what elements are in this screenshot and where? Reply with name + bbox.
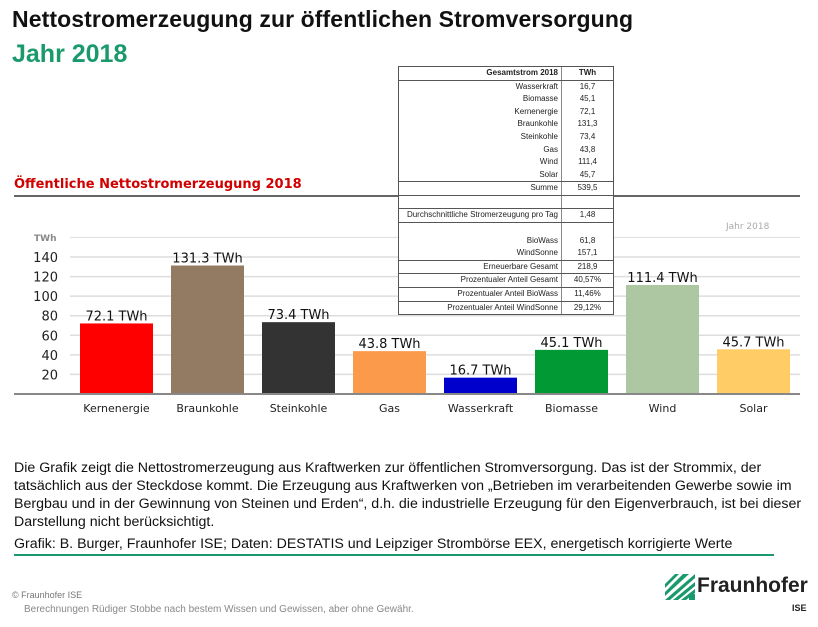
row-value: 72,1 [579, 106, 596, 116]
table-row: Prozentualer Anteil WindSonne 29,12% [399, 301, 613, 316]
description: Die Grafik zeigt die Nettostromerzeugung… [14, 460, 802, 530]
row-value: TWh [578, 68, 597, 77]
table-row: Durchschnittliche Stromerzeugung pro Tag… [399, 208, 613, 223]
bar-braunkohle [171, 265, 244, 394]
disclaimer: Berechnungen Rüdiger Stobbe nach bestem … [24, 604, 414, 615]
row-label: Steinkohle [399, 130, 562, 144]
bar-biomasse [535, 349, 608, 394]
row-value: 29,12% [573, 302, 602, 312]
y-axis-label: TWh [34, 234, 56, 244]
y-tick-label: 40 [41, 349, 58, 364]
table-row: Wasserkraft 16,7 [399, 80, 613, 94]
row-value: 131,3 [577, 119, 598, 129]
y-tick-label: 20 [41, 368, 58, 383]
y-tick-label: 100 [33, 290, 58, 305]
row-value: 61,8 [579, 235, 596, 245]
data-label: 43.8 TWh [358, 337, 420, 352]
table-row: BioWass 61,8 [399, 234, 613, 248]
row-label: Gas [399, 143, 562, 157]
row-label: Kernenergie [399, 105, 562, 119]
x-tick-label: Kernenergie [83, 402, 150, 415]
bar-wasserkraft [444, 377, 517, 394]
row-value: 16,7 [579, 81, 596, 91]
copyright: © Fraunhofer ISE [12, 590, 83, 600]
table-row: Steinkohle 73,4 [399, 130, 613, 144]
table-row: Erneuerbare Gesamt 218,9 [399, 260, 613, 275]
row-value: 45,1 [579, 94, 596, 104]
fraunhofer-logo-icon [665, 574, 695, 600]
bar-solar [717, 349, 790, 394]
bar-wind [626, 284, 699, 394]
row-value: 1,48 [579, 209, 596, 219]
table-row: Gesamtstrom 2018 TWh [399, 67, 613, 81]
table-row: Prozentualer Anteil BioWass 11,46% [399, 287, 613, 302]
row-label: Durchschnittliche Stromerzeugung pro Tag [399, 208, 562, 222]
row-label: Wind [399, 156, 562, 169]
x-tick-label: Braunkohle [176, 402, 238, 415]
row-label: BioWass [399, 234, 562, 248]
row-label: Summe [399, 182, 562, 195]
data-label: 72.1 TWh [85, 309, 147, 324]
row-value: 43,8 [579, 144, 596, 154]
table-row: Solar 45,7 [399, 168, 613, 183]
x-tick-label: Solar [739, 402, 768, 415]
data-label: 73.4 TWh [267, 308, 329, 323]
bar-chart: Jahr 2018 TWh 20 40 60 80 100 120 140 72.1 TWh… [14, 195, 800, 415]
row-value: 157,1 [577, 248, 598, 258]
row-label: Solar [399, 168, 562, 182]
row-value: 111,4 [578, 157, 597, 167]
data-label: 131.3 TWh [172, 252, 242, 267]
row-label: Braunkohle [399, 118, 562, 131]
table-row: Wind 111,4 [399, 156, 613, 169]
credit-line: Grafik: B. Burger, Fraunhofer ISE; Daten… [14, 536, 774, 556]
row-label: Prozentualer Anteil Gesamt [399, 274, 562, 287]
table-row: Biomasse 45,1 [399, 93, 613, 106]
bar-steinkohle [262, 322, 335, 394]
y-tick-label: 80 [41, 310, 58, 325]
logo-text: Fraunhofer [697, 574, 808, 597]
y-tick-label: 120 [33, 271, 58, 286]
row-label: Erneuerbare Gesamt [399, 260, 562, 274]
table-row: WindSonne 157,1 [399, 247, 613, 261]
page-subtitle: Jahr 2018 [12, 40, 128, 68]
data-label: 16.7 TWh [449, 364, 511, 379]
table-row: Summe 539,5 [399, 182, 613, 196]
data-label: 45.7 TWh [722, 335, 784, 350]
chart-title: Öffentliche Nettostromerzeugung 2018 [14, 177, 302, 192]
bar-gas [353, 351, 426, 394]
bar-kernenergie [80, 323, 153, 394]
row-label: Wasserkraft [399, 80, 562, 94]
row-label: Prozentualer Anteil BioWass [399, 287, 562, 301]
year-annotation: Jahr 2018 [725, 222, 770, 232]
x-tick-label: Biomasse [545, 402, 598, 415]
row-label: Prozentualer Anteil WindSonne [399, 301, 562, 315]
row-value: 11,46% [574, 288, 601, 298]
logo-subtext: ISE [792, 603, 807, 613]
x-tick-label: Wasserkraft [448, 402, 514, 415]
table-row: Braunkohle 131,3 [399, 118, 613, 131]
data-label: 45.1 TWh [540, 336, 602, 351]
x-tick-label: Gas [379, 402, 400, 415]
page-title: Nettostromerzeugung zur öffentlichen Str… [12, 6, 634, 32]
y-tick-label: 140 [33, 251, 58, 266]
row-value: 40,57% [573, 275, 602, 285]
table-row: Prozentualer Anteil Gesamt 40,57% [399, 274, 613, 288]
x-tick-label: Steinkohle [270, 402, 328, 415]
row-value: 539,5 [577, 183, 598, 193]
y-tick-label: 60 [41, 329, 58, 344]
row-label: WindSonne [399, 247, 562, 260]
data-label: 111.4 TWh [627, 271, 697, 286]
table-row: Gas 43,8 [399, 143, 613, 157]
table-row: Kernenergie 72,1 [399, 105, 613, 119]
row-value: 45,7 [579, 169, 596, 179]
summary-table: Gesamtstrom 2018 TWh Wasserkraft 16,7 Biomas… [398, 66, 614, 316]
row-value: 218,9 [577, 261, 598, 271]
row-value: 73,4 [579, 131, 596, 141]
row-label: Gesamtstrom 2018 [399, 67, 562, 80]
row-label: Biomasse [399, 93, 562, 106]
x-tick-label: Wind [649, 402, 677, 415]
